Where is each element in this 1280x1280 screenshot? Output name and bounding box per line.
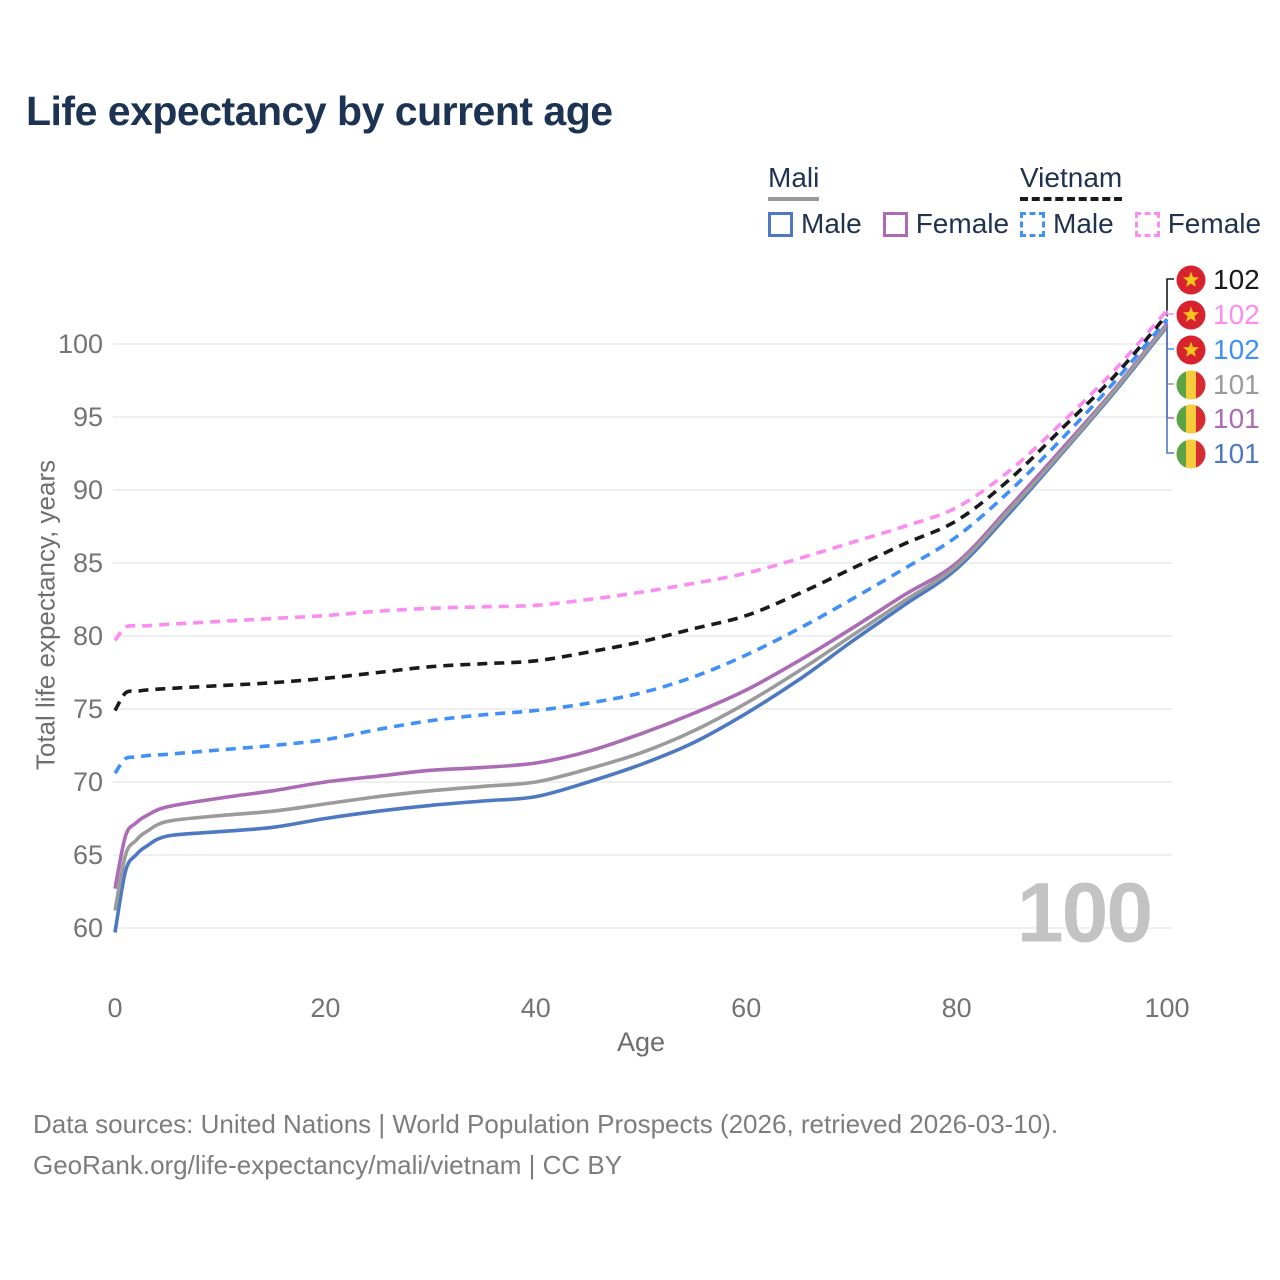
legend-mali-head[interactable]: Mali — [768, 162, 820, 201]
y-axis-tick-labels: 60 65 70 75 80 85 90 95 100 — [58, 329, 103, 943]
mali-female-swatch-icon — [882, 211, 908, 237]
x-tick-label: 100 — [1144, 993, 1189, 1023]
y-tick-label: 65 — [73, 840, 103, 870]
mali-flag-icon — [1176, 439, 1206, 469]
connector-vietnam — [1166, 278, 1174, 315]
footer: Data sources: United Nations | World Pop… — [33, 1104, 1058, 1186]
y-tick-label: 95 — [73, 402, 103, 432]
legend-vietnam-label: Vietnam — [1020, 162, 1123, 193]
end-label-value: 102 — [1213, 264, 1260, 295]
page-title: Life expectancy by current age — [26, 88, 613, 134]
x-axis-title: Age — [616, 1027, 666, 1057]
end-label-row-mali-female: 101 — [1176, 403, 1260, 435]
end-label-value: 101 — [1213, 403, 1260, 434]
vietnam-flag-icon — [1176, 300, 1206, 330]
x-tick-label: 80 — [942, 993, 972, 1023]
end-label-row-vietnam-male: 102 — [1176, 334, 1260, 366]
y-tick-label: 90 — [73, 475, 103, 505]
legend-vietnam-underline — [1020, 197, 1123, 201]
end-label-row-vietnam-female: 102 — [1176, 299, 1260, 331]
series-line-mali-male[interactable] — [113, 325, 1169, 933]
connector-mali-male — [1166, 326, 1174, 454]
end-label-value: 102 — [1213, 334, 1260, 365]
x-tick-label: 60 — [731, 993, 761, 1023]
vietnam-female-swatch-icon — [1134, 211, 1160, 237]
series-line-vietnam-female[interactable] — [113, 309, 1169, 642]
connector-vietnam-female — [1166, 310, 1174, 315]
legend-vietnam-items: Male Female — [1020, 208, 1261, 240]
connector-mali-female — [1166, 323, 1174, 419]
footer-link-line: GeoRank.org/life-expectancy/mali/vietnam… — [33, 1150, 623, 1180]
series-line-mali-female[interactable] — [113, 322, 1169, 889]
x-tick-label: 0 — [107, 993, 122, 1023]
series-line-mali[interactable] — [113, 323, 1169, 911]
y-tick-label: 75 — [73, 694, 103, 724]
legend-item-label: Male — [1053, 208, 1114, 239]
legend-item-mali-male[interactable]: Male — [768, 208, 862, 240]
series-line-vietnam-male[interactable] — [113, 318, 1169, 775]
legend-item-label: Female — [915, 208, 1010, 239]
y-tick-label: 100 — [58, 329, 103, 359]
y-tick-label: 80 — [73, 621, 103, 651]
vietnam-flag-icon — [1176, 265, 1206, 295]
y-tick-label: 60 — [73, 913, 103, 943]
legend-mali-label: Mali — [768, 162, 820, 193]
series-lines — [113, 309, 1169, 933]
series-line-vietnam[interactable] — [113, 313, 1169, 712]
vietnam-male-swatch-icon — [1020, 211, 1045, 237]
x-tick-label: 40 — [521, 993, 551, 1023]
y-tick-label: 85 — [73, 548, 103, 578]
end-label-row-mali: 101 — [1176, 369, 1260, 401]
legend-item-label: Female — [1167, 208, 1262, 239]
gridlines — [113, 343, 1172, 929]
y-tick-label: 70 — [73, 767, 103, 797]
legend-mali-underline — [768, 197, 820, 201]
end-label-row-vietnam: 102 — [1176, 264, 1260, 296]
end-label-value: 101 — [1213, 438, 1260, 469]
mali-flag-icon — [1176, 370, 1206, 400]
connector-mali — [1166, 325, 1174, 385]
x-axis-tick-labels: 0 20 40 60 80 100 — [107, 993, 1189, 1023]
mali-male-swatch-icon — [768, 211, 793, 237]
end-label-value: 102 — [1213, 299, 1260, 330]
mali-flag-icon — [1176, 404, 1206, 434]
end-label-value: 101 — [1213, 369, 1260, 400]
end-label-row-mali-male: 101 — [1176, 438, 1260, 470]
y-axis-title: Total life expectancy, years — [30, 459, 61, 771]
legend-item-mali-female[interactable]: Female — [882, 208, 1010, 240]
end-label-connectors — [1166, 278, 1174, 454]
footer-sources-line: Data sources: United Nations | World Pop… — [33, 1109, 1059, 1139]
age-indicator-watermark: 100 — [1016, 865, 1153, 960]
legend-group-vietnam: Vietnam Male Female — [1020, 162, 1261, 240]
legend-mali-items: Male Female — [768, 208, 1009, 240]
legend-item-vietnam-female[interactable]: Female — [1134, 208, 1262, 240]
legend-vietnam-head[interactable]: Vietnam — [1020, 162, 1123, 201]
legend-item-vietnam-male[interactable]: Male — [1020, 208, 1114, 240]
legend-item-label: Male — [801, 208, 862, 239]
vietnam-flag-icon — [1176, 335, 1206, 365]
x-tick-label: 20 — [310, 993, 340, 1023]
legend-group-mali: Mali Male Female — [768, 162, 1009, 240]
